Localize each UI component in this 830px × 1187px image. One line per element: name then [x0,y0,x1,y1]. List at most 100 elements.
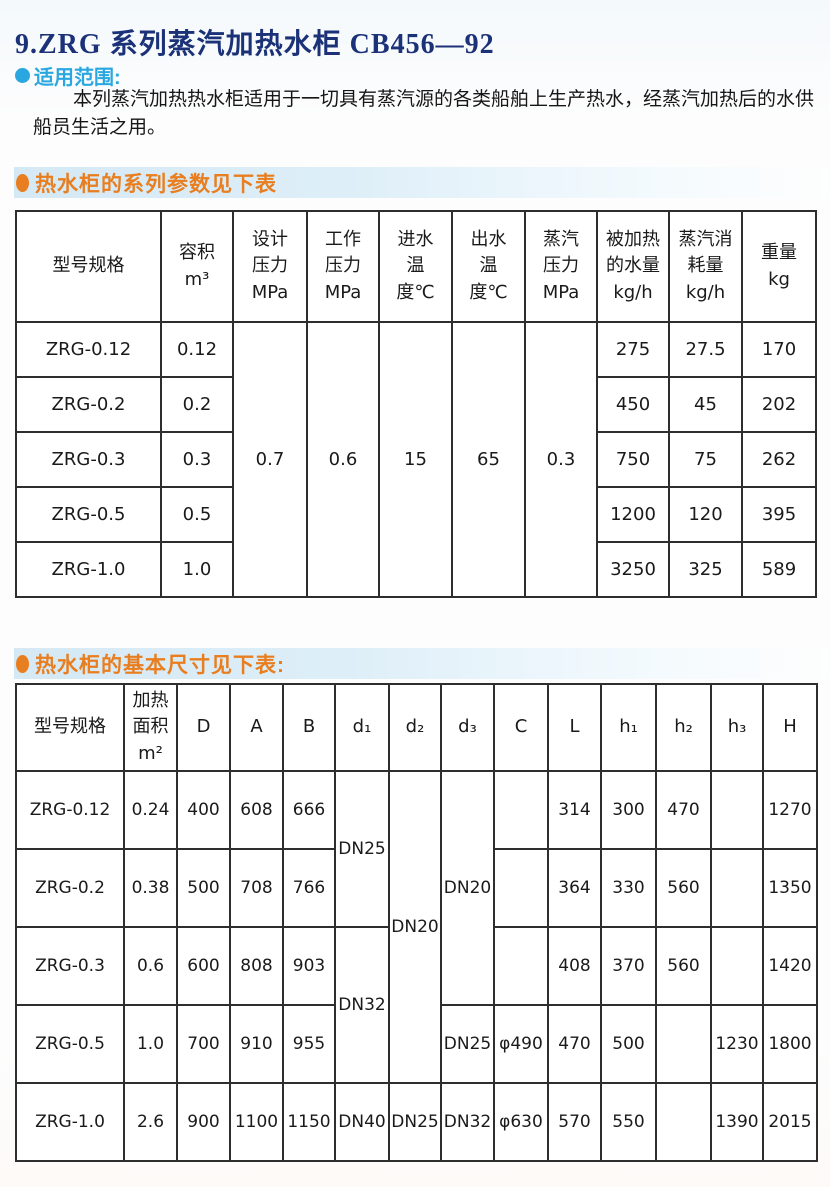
col-header-working-pressure: 工作 压力 MPa [306,210,380,323]
table-row: ZRG-0.12 0.24 400 608 666 DN25 DN20 DN20… [15,770,818,1084]
h2-cell: 560 [655,848,712,928]
blue-bullet-icon [15,68,30,83]
d3-cell: DN25 [440,1004,495,1084]
heated-water-cell: 750 [596,431,670,488]
weight-cell: 589 [741,541,817,598]
col-header-h1: h₁ [600,683,657,772]
model-cell: ZRG-0.2 [15,848,125,928]
D-cell: 600 [176,926,231,1006]
heated-water-cell: 275 [596,321,670,378]
model-cell: ZRG-0.2 [15,376,162,433]
d2-merged-cell: DN20 [388,770,442,1084]
col-header-steam-consumption: 蒸汽消 耗量 kg/h [668,210,743,323]
h3-cell [710,770,764,850]
B-cell: 903 [282,926,336,1006]
orange-bullet-icon [16,654,29,673]
inlet-temp-merged-cell: 15 [378,321,453,598]
C-cell [493,848,549,928]
D-cell: 400 [176,770,231,850]
B-cell: 1150 [282,1082,336,1162]
table-header-row: 型号规格 容积 m³ 设计 压力 MPa 工作 压力 MPa 进水 温 度℃ 出… [15,210,817,323]
section-heading-bar-dimensions: 热水柜的基本尺寸见下表: [14,648,828,679]
volume-cell: 0.12 [160,321,234,378]
d1-cell: DN40 [334,1082,390,1162]
paragraph-line: 船员生活之用。 [33,117,167,138]
H-cell: 1350 [762,848,818,928]
D-cell: 700 [176,1004,231,1084]
col-header-d1: d₁ [334,683,390,772]
weight-cell: 170 [741,321,817,378]
B-cell: 666 [282,770,336,850]
col-header-h3: h₃ [710,683,764,772]
scope-paragraph: 本列蒸汽加热热水柜适用于一切具有蒸汽源的各类船舶上生产热水，经蒸汽加热后的水供 … [33,86,828,142]
d3-merged-cell: DN20 [440,770,495,1006]
page-title: 9.ZRG 系列蒸汽加热水柜 CB456—92 [15,29,495,60]
h2-cell [655,1082,712,1162]
model-cell: ZRG-0.12 [15,321,162,378]
B-cell: 766 [282,848,336,928]
col-header-C: C [493,683,549,772]
col-header-d2: d₂ [388,683,442,772]
model-cell: ZRG-1.0 [15,541,162,598]
section-heading-bar-parameters: 热水柜的系列参数见下表 [14,167,828,198]
table-row: ZRG-0.3 0.6 600 808 903 DN32 408 370 560… [15,926,818,1084]
h3-cell: 1390 [710,1082,764,1162]
area-cell: 0.6 [123,926,178,1006]
L-cell: 570 [547,1082,602,1162]
steam-consumption-cell: 120 [668,486,743,543]
col-header-model: 型号规格 [15,210,162,323]
col-header-h2: h₂ [655,683,712,772]
col-header-design-pressure: 设计 压力 MPa [232,210,308,323]
dimensions-table: 型号规格 加热 面积 m² D A B d₁ d₂ d₃ C L h₁ h₂ h… [15,683,818,1162]
H-cell: 2015 [762,1082,818,1162]
d1-merged-cell: DN25 [334,770,390,928]
h2-cell [655,1004,712,1084]
L-cell: 408 [547,926,602,1006]
L-cell: 314 [547,770,602,850]
C-cell: φ630 [493,1082,549,1162]
h2-cell: 470 [655,770,712,850]
A-cell: 910 [229,1004,284,1084]
steam-consumption-cell: 325 [668,541,743,598]
table-header-row: 型号规格 加热 面积 m² D A B d₁ d₂ d₃ C L h₁ h₂ h… [15,683,818,772]
steam-consumption-cell: 45 [668,376,743,433]
D-cell: 900 [176,1082,231,1162]
weight-cell: 395 [741,486,817,543]
model-cell: ZRG-0.12 [15,770,125,850]
table-row: ZRG-1.0 1.0 3250 325 589 [15,541,817,598]
volume-cell: 0.3 [160,431,234,488]
h3-cell [710,848,764,928]
h3-cell: 1230 [710,1004,764,1084]
col-header-volume: 容积 m³ [160,210,234,323]
table-row: ZRG-0.3 0.3 750 75 262 [15,431,817,488]
table-row: ZRG-0.2 0.2 450 45 202 [15,376,817,433]
volume-cell: 0.5 [160,486,234,543]
col-header-D: D [176,683,231,772]
section-heading-label: 热水柜的基本尺寸见下表: [35,653,285,677]
col-header-d3: d₃ [440,683,495,772]
model-cell: ZRG-1.0 [15,1082,125,1162]
table-row: ZRG-0.5 1.0 700 910 955 DN25 φ490 470 50… [15,1004,818,1084]
heated-water-cell: 1200 [596,486,670,543]
B-cell: 955 [282,1004,336,1084]
area-cell: 1.0 [123,1004,178,1084]
scope-heading-label: 适用范围: [34,67,121,89]
table-row: ZRG-0.12 0.12 0.7 0.6 15 65 0.3 275 27.5… [15,321,817,598]
A-cell: 608 [229,770,284,850]
col-header-weight: 重量 kg [741,210,817,323]
d2-cell: DN25 [388,1082,442,1162]
working-pressure-merged-cell: 0.6 [306,321,380,598]
col-header-B: B [282,683,336,772]
C-cell: φ490 [493,1004,549,1084]
volume-cell: 0.2 [160,376,234,433]
series-parameters-table: 型号规格 容积 m³ 设计 压力 MPa 工作 压力 MPa 进水 温 度℃ 出… [15,210,817,598]
h3-cell [710,926,764,1006]
model-cell: ZRG-0.5 [15,1004,125,1084]
C-cell [493,770,549,850]
h1-cell: 370 [600,926,657,1006]
col-header-H: H [762,683,818,772]
volume-cell: 1.0 [160,541,234,598]
design-pressure-merged-cell: 0.7 [232,321,308,598]
paragraph-line: 本列蒸汽加热热水柜适用于一切具有蒸汽源的各类船舶上生产热水，经蒸汽加热后的水供 [73,89,815,110]
